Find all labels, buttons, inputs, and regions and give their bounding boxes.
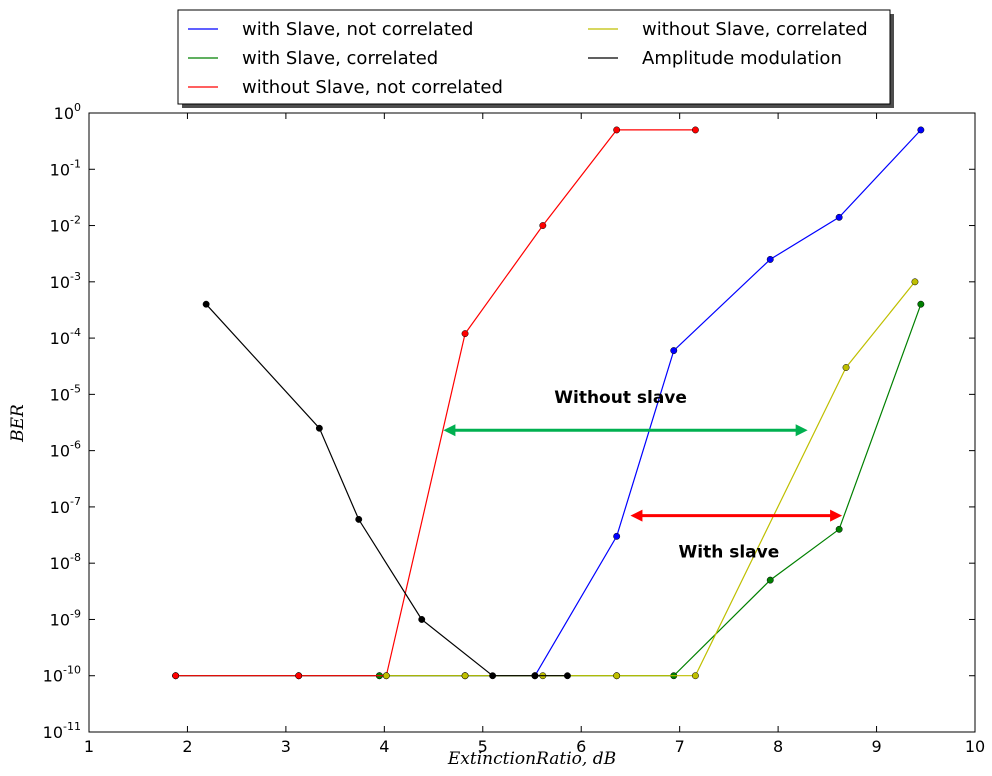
x-tick-label: 7: [675, 737, 685, 756]
x-tick-label: 9: [871, 737, 881, 756]
series-point: [613, 126, 621, 134]
x-tick-label: 10: [965, 737, 985, 756]
series-point: [670, 347, 678, 355]
annotation-2: With slave: [630, 509, 843, 563]
x-tick-label: 6: [576, 737, 586, 756]
y-tick-label: 10-10: [43, 664, 81, 686]
annotation-arrow-head-left: [630, 509, 643, 522]
y-tick-label: 10-4: [50, 326, 81, 348]
series-point: [613, 672, 621, 680]
series-1: [172, 126, 925, 680]
series-5: [202, 300, 571, 680]
series-point: [835, 213, 843, 221]
series-point: [691, 672, 699, 680]
series-point: [172, 672, 180, 680]
y-axis-label: BER: [8, 404, 28, 443]
legend-label: Amplitude modulation: [642, 48, 842, 69]
series-point: [842, 364, 850, 371]
y-tick-label: 10-7: [50, 495, 81, 517]
series-point: [489, 672, 497, 680]
series-point: [355, 515, 363, 523]
legend: with Slave, not correlated with Slave, co…: [177, 9, 894, 108]
series-point: [202, 300, 210, 308]
series-point: [382, 672, 390, 680]
series-point: [835, 525, 843, 533]
series-4: [382, 278, 919, 680]
x-tick-label: 1: [84, 737, 94, 756]
series-point: [461, 672, 469, 680]
x-tick-label: 3: [281, 737, 291, 756]
series-point: [461, 330, 469, 338]
y-tick-label: 10-5: [50, 382, 81, 404]
y-tick-label: 10-2: [50, 214, 81, 236]
plot-area-frame: [88, 112, 976, 733]
series-point: [911, 278, 919, 286]
x-axis-label: ExtinctionRatio, dB: [447, 749, 616, 769]
annotation-label: With slave: [679, 543, 780, 563]
y-tick-label: 100: [54, 101, 81, 123]
series-point: [613, 532, 621, 540]
y-tick-label: 10-9: [50, 607, 81, 629]
legend-box: [177, 9, 891, 105]
x-tick-label: 4: [379, 737, 389, 756]
annotation-arrow-head-left: [443, 424, 456, 437]
series-line: [205, 303, 568, 677]
annotation-1: Without slave: [443, 388, 808, 437]
series-line: [175, 303, 922, 677]
y-tick-label: 10-1: [50, 157, 81, 179]
x-tick-label: 2: [182, 737, 192, 756]
legend-label: with Slave, correlated: [242, 48, 438, 69]
y-tick-label: 10-11: [43, 720, 81, 742]
series-point: [531, 672, 539, 680]
series-point: [766, 255, 774, 263]
series-point: [917, 126, 925, 134]
series-2: [172, 300, 925, 680]
annotation-label: Without slave: [554, 388, 687, 408]
series-point: [418, 616, 426, 623]
series-point: [563, 672, 571, 680]
legend-label: with Slave, not correlated: [242, 19, 473, 40]
y-tick-label: 10-8: [50, 551, 81, 573]
legend-label: without Slave, not correlated: [242, 77, 503, 98]
y-tick-label: 10-3: [50, 270, 81, 292]
series-point: [917, 300, 925, 308]
legend-label: without Slave, correlated: [642, 19, 868, 40]
x-tick-label: 5: [478, 737, 488, 756]
series-line: [386, 281, 916, 677]
y-tick-label: 10-6: [50, 439, 81, 461]
series-line: [175, 129, 922, 677]
series-point: [691, 126, 699, 134]
series-point: [539, 222, 547, 229]
annotation-arrow-head-right: [795, 424, 808, 437]
series-point: [295, 672, 303, 680]
annotation-arrow-head-right: [830, 509, 843, 522]
series-point: [766, 576, 774, 584]
x-tick-label: 8: [773, 737, 783, 756]
series-point: [315, 424, 323, 432]
